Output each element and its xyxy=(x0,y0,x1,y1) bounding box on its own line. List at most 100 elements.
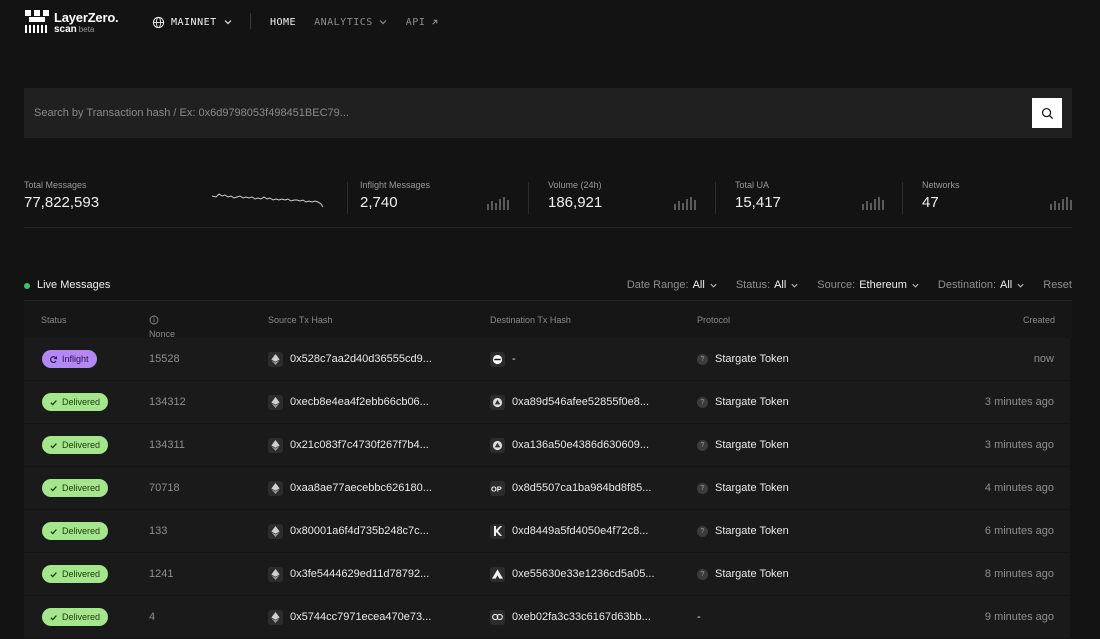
top-header: LayerZero. scan beta MAINNET HOME ANALYTI… xyxy=(0,0,1100,44)
question-icon: ? xyxy=(697,525,708,537)
destination-tx-cell[interactable]: OP 0x8d5507ca1ba984bd8f85... xyxy=(490,467,651,509)
info-icon[interactable] xyxy=(149,315,159,325)
table-row[interactable]: Delivered 134312 0xecb8e4ea4f2ebb66cb06...… xyxy=(24,381,1070,423)
destination-tx-hash[interactable]: - xyxy=(512,353,516,365)
source-tx-hash[interactable]: 0x3fe5444629ed11d78792... xyxy=(290,568,430,580)
stat-value: 186,921 xyxy=(548,194,603,211)
logo-sub: scan beta xyxy=(54,24,94,35)
external-link-icon xyxy=(432,19,438,25)
nav-api-label: API xyxy=(405,16,426,28)
destination-tx-hash[interactable]: 0xe55630e33e1236cd5a05... xyxy=(512,568,655,580)
check-icon xyxy=(49,527,58,536)
source-tx-cell[interactable]: 0xecb8e4ea4f2ebb66cb06... xyxy=(268,381,429,423)
source-tx-cell[interactable]: 0x3fe5444629ed11d78792... xyxy=(268,553,429,595)
search-button[interactable] xyxy=(1032,98,1062,128)
created-cell: 6 minutes ago xyxy=(984,525,1054,537)
table-row[interactable]: Delivered 4 0x5744cc7971ecea470e73... 0xeb0… xyxy=(24,596,1070,638)
destination-tx-hash[interactable]: 0xeb02fa3c33c6167d63bb... xyxy=(512,611,651,623)
ethereum-icon xyxy=(268,394,283,410)
status-cell: Inflight xyxy=(42,338,97,380)
dest-chain-icon xyxy=(490,437,505,453)
beta-tag: beta xyxy=(78,25,95,34)
source-tx-hash[interactable]: 0x80001a6f4d735b248c7c... xyxy=(290,525,429,537)
destination-tx-hash[interactable]: 0xa136a50e4386d630609... xyxy=(512,439,650,451)
protocol-name: Stargate Token xyxy=(715,482,789,494)
check-icon xyxy=(49,484,58,493)
live-indicator-icon xyxy=(24,283,30,289)
filter-label: Source: xyxy=(817,279,856,291)
protocol-name: Stargate Token xyxy=(715,525,789,537)
table-row[interactable]: Inflight 15528 0x528c7aa2d40d36555cd9... -?… xyxy=(24,338,1070,380)
search-bar xyxy=(24,88,1072,138)
destination-tx-cell[interactable]: 0xeb02fa3c33c6167d63bb... xyxy=(490,596,651,638)
filter-label: Status: xyxy=(735,279,771,291)
status-text: Delivered xyxy=(62,397,101,407)
source-tx-cell[interactable]: 0xaa8ae77aecebbc626180... xyxy=(268,467,432,509)
destination-tx-hash[interactable]: 0xa89d546afee52855f0e8... xyxy=(512,396,650,408)
chevron-down-icon xyxy=(912,283,919,288)
table-row[interactable]: Delivered 1241 0x3fe5444629ed11d78792... 0x… xyxy=(24,553,1070,595)
nonce-cell: 1241 xyxy=(149,568,174,580)
filter-value: All xyxy=(774,279,787,291)
table-row[interactable]: Delivered 134311 0x21c083f7c4730f267f7b4..… xyxy=(24,424,1070,466)
status-cell: Delivered xyxy=(42,467,109,509)
protocol-name: Stargate Token xyxy=(715,396,789,408)
source-tx-hash[interactable]: 0xaa8ae77aecebbc626180... xyxy=(290,482,432,494)
source-tx-hash[interactable]: 0xecb8e4ea4f2ebb66cb06... xyxy=(290,396,429,408)
destination-tx-cell[interactable]: - xyxy=(490,338,516,380)
stat-label: Total Messages xyxy=(24,180,87,190)
sparkline-icon xyxy=(212,193,324,208)
destination-tx-hash[interactable]: 0x8d5507ca1ba984bd8f85... xyxy=(512,482,652,494)
status-badge: Delivered xyxy=(42,436,109,454)
reset-filters-button[interactable]: Reset xyxy=(1043,279,1072,291)
filter-destination[interactable]: Destination: All xyxy=(938,279,1025,291)
source-tx-cell[interactable]: 0x21c083f7c4730f267f7b4... xyxy=(268,424,429,466)
stat-divider xyxy=(347,182,348,214)
layerzero-logo[interactable]: LayerZero. scan beta xyxy=(24,8,124,36)
destination-tx-cell[interactable]: 0xa89d546afee52855f0e8... xyxy=(490,381,649,423)
col-status: Status xyxy=(41,315,67,325)
source-tx-cell[interactable]: 0x528c7aa2d40d36555cd9... xyxy=(268,338,432,380)
section-divider xyxy=(24,300,1072,301)
stat-divider xyxy=(715,182,716,214)
source-tx-hash[interactable]: 0x528c7aa2d40d36555cd9... xyxy=(290,353,432,365)
table-row[interactable]: Delivered 133 0x80001a6f4d735b248c7c... 0xd… xyxy=(24,510,1070,552)
check-icon xyxy=(49,570,58,579)
chevron-down-icon xyxy=(1017,283,1024,288)
main-nav: HOME ANALYTICS API xyxy=(270,12,439,32)
search-input[interactable] xyxy=(34,88,1024,138)
network-selector[interactable]: MAINNET xyxy=(152,12,233,32)
destination-tx-cell[interactable]: 0xa136a50e4386d630609... xyxy=(490,424,649,466)
protocol-name: Stargate Token xyxy=(715,353,789,365)
destination-tx-cell[interactable]: 0xe55630e33e1236cd5a05... xyxy=(490,553,655,595)
destination-tx-hash[interactable]: 0xd8449a5fd4050e4f72c8... xyxy=(512,525,649,537)
col-created: Created xyxy=(1022,315,1055,325)
filter-status[interactable]: Status: All xyxy=(736,279,799,291)
filter-label: Date Range: xyxy=(626,279,689,291)
nav-analytics[interactable]: ANALYTICS xyxy=(314,17,388,28)
source-tx-hash[interactable]: 0x5744cc7971ecea470e73... xyxy=(290,611,432,623)
protocol-name: Stargate Token xyxy=(715,439,789,451)
protocol-name: Stargate Token xyxy=(715,568,789,580)
dest-chain-icon xyxy=(490,351,505,367)
search-icon xyxy=(1041,107,1053,119)
filter-date-range[interactable]: Date Range: All xyxy=(627,279,718,291)
question-icon: ? xyxy=(697,482,708,494)
nav-home[interactable]: HOME xyxy=(270,17,296,28)
filter-value: All xyxy=(1000,279,1013,291)
source-tx-hash[interactable]: 0x21c083f7c4730f267f7b4... xyxy=(290,439,429,451)
bar-chart-icon xyxy=(862,196,884,210)
created-cell: now xyxy=(1033,353,1054,365)
destination-tx-cell[interactable]: 0xd8449a5fd4050e4f72c8... xyxy=(490,510,648,552)
chevron-down-icon xyxy=(710,283,717,288)
filter-label: Destination: xyxy=(937,279,997,291)
ethereum-icon xyxy=(268,437,283,453)
stat-total-messages: Total Messages 77,822,593 xyxy=(24,180,99,220)
dest-chain-icon xyxy=(490,394,505,410)
source-tx-cell[interactable]: 0x5744cc7971ecea470e73... xyxy=(268,596,431,638)
table-row[interactable]: Delivered 70718 0xaa8ae77aecebbc626180... O… xyxy=(24,467,1070,509)
nav-api[interactable]: API xyxy=(406,17,440,28)
source-tx-cell[interactable]: 0x80001a6f4d735b248c7c... xyxy=(268,510,429,552)
filter-source[interactable]: Source: Ethereum xyxy=(817,279,920,291)
header-divider xyxy=(250,13,251,29)
